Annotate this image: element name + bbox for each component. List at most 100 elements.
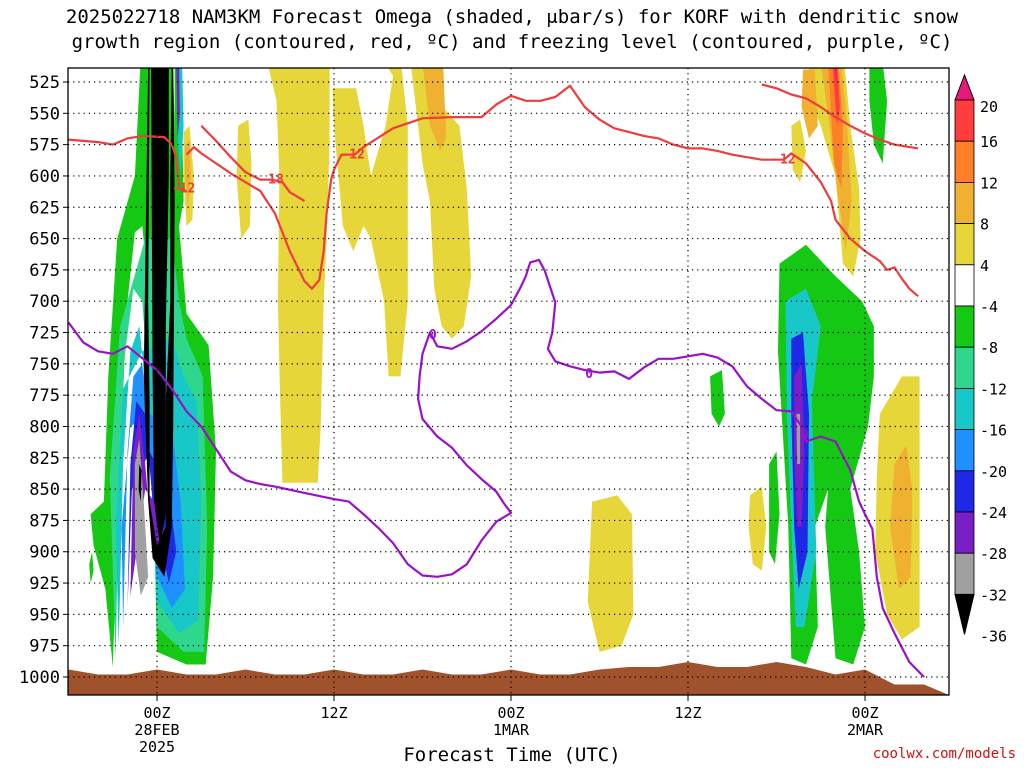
y-tick-label: 850 [29, 480, 60, 500]
isotherm-top-left [98, 61, 157, 66]
colorbar-label: 16 [980, 133, 998, 151]
colorbar-segment [954, 387, 975, 430]
y-tick-label: 800 [29, 417, 60, 437]
y-tick-label: 700 [29, 292, 60, 312]
colorbar-segment [954, 140, 975, 183]
chart-subtitle: growth region (contoured, red, ºC) and f… [71, 31, 953, 53]
x-tick-label: 00Z [851, 704, 878, 722]
colorbar-label: -4 [980, 298, 998, 316]
omega-area-plus4-g [748, 486, 767, 571]
contour-label: 0 [585, 367, 593, 382]
colorbar-label: 4 [980, 257, 989, 275]
colorbar: 20 16 12 8 4 -4 -8 -12 -16 -20 -24 -28 -32 -36 [954, 73, 1007, 646]
y-tick-label: 525 [29, 73, 60, 93]
y-tick-label: 650 [29, 230, 60, 250]
omega-area-plus4-f [791, 119, 806, 183]
omega-area-plus4-b [332, 68, 408, 377]
x-tick-date: 28FEB [134, 721, 179, 739]
colorbar-segment [954, 223, 975, 266]
y-tick-label: 825 [29, 449, 60, 469]
y-tick-label: 1000 [19, 668, 60, 688]
omega-area-minus28 [134, 439, 149, 596]
contour-label: -12 [341, 148, 364, 163]
x-tick-label: 00Z [143, 704, 170, 722]
x-tick-year: 2025 [139, 738, 175, 756]
chart-title: 2025022718 NAM3KM Forecast Omega (shaded… [65, 6, 959, 28]
y-tick-label: 725 [29, 324, 60, 344]
y-tick-label: 875 [29, 511, 60, 531]
contour-label: 0 [429, 328, 437, 343]
colorbar-label: -32 [980, 586, 1007, 604]
colorbar-label: 12 [980, 174, 998, 192]
colorbar-segment [954, 305, 975, 348]
omega-area-minus4-l [710, 370, 725, 427]
omega-area-minus28-m [796, 413, 801, 465]
omega-core-inner [151, 68, 169, 546]
y-tick-label: 775 [29, 386, 60, 406]
isotherm-minus12-mid [185, 84, 784, 290]
y-tick-label: 950 [29, 605, 60, 625]
colorbar-segment [954, 470, 975, 513]
isotherm-minus18 [200, 125, 306, 202]
colorbar-top-arrow [954, 73, 975, 101]
omega-core [143, 68, 175, 577]
colorbar-label: -16 [980, 422, 1007, 440]
omega-area-minus32 [138, 464, 142, 502]
isotherm-minus12-right [783, 152, 919, 298]
omega-area-plus4-c [411, 68, 472, 339]
omega-area-plus4-d [236, 119, 252, 239]
credit-text: coolwx.com/models [872, 746, 1016, 762]
y-tick-label: 575 [29, 136, 60, 156]
y-tick-label: 750 [29, 355, 60, 375]
colorbar-label: -24 [980, 504, 1007, 522]
contour-label: -12 [172, 181, 195, 196]
x-tick-label: 12Z [674, 704, 701, 722]
colorbar-label: -36 [980, 628, 1007, 646]
isotherm-minus12-left [68, 134, 187, 193]
y-tick-label: 550 [29, 104, 60, 124]
y-tick-label: 975 [29, 637, 60, 657]
x-tick-label: 12Z [320, 704, 347, 722]
y-tick-label: 925 [29, 574, 60, 594]
colorbar-segment [954, 429, 975, 472]
omega-area-plus8-c [423, 68, 447, 151]
colorbar-bottom-arrow [954, 593, 975, 635]
colorbar-segment [954, 552, 975, 595]
plot-frame [67, 67, 950, 696]
colorbar-segment [954, 99, 975, 142]
x-tick-label: 00Z [497, 704, 524, 722]
colorbar-label: 8 [980, 216, 989, 234]
y-tick-label: 600 [29, 167, 60, 187]
isotherm-top-right [761, 83, 919, 150]
contour-label: -18 [260, 173, 284, 188]
omega-small-green [89, 551, 94, 584]
y-tick-label: 900 [29, 543, 60, 563]
colorbar-label: -20 [980, 463, 1007, 481]
plot-area [68, 61, 949, 695]
y-tick-label: 675 [29, 261, 60, 281]
x-tick-date: 2MAR [847, 721, 884, 739]
colorbar-segment [954, 264, 975, 307]
colorbar-segment [954, 181, 975, 224]
terrain [68, 662, 949, 695]
x-axis-label: Forecast Time (UTC) [403, 744, 621, 766]
freezing-level-0c [68, 258, 925, 678]
omega-upper-purple [176, 68, 180, 139]
omega-area-plus8-j [801, 69, 818, 139]
omega-area-plus8-h [890, 445, 913, 590]
colorbar-label: -28 [980, 545, 1007, 563]
omega-area-plus20-i [834, 68, 838, 89]
contour-label: -12 [772, 153, 795, 168]
contour-label: 0 [801, 428, 809, 443]
omega-area-minus4-n [769, 451, 780, 565]
colorbar-label: -12 [980, 380, 1007, 398]
omega-area-plus4-a [268, 68, 330, 483]
y-tick-label: 625 [29, 198, 60, 218]
omega-area-plus4-e [587, 495, 634, 652]
colorbar-segment [954, 346, 975, 389]
colorbar-label: 20 [980, 98, 998, 116]
colorbar-segment [954, 511, 975, 554]
colorbar-label: -8 [980, 339, 998, 357]
x-tick-date: 1MAR [493, 721, 530, 739]
